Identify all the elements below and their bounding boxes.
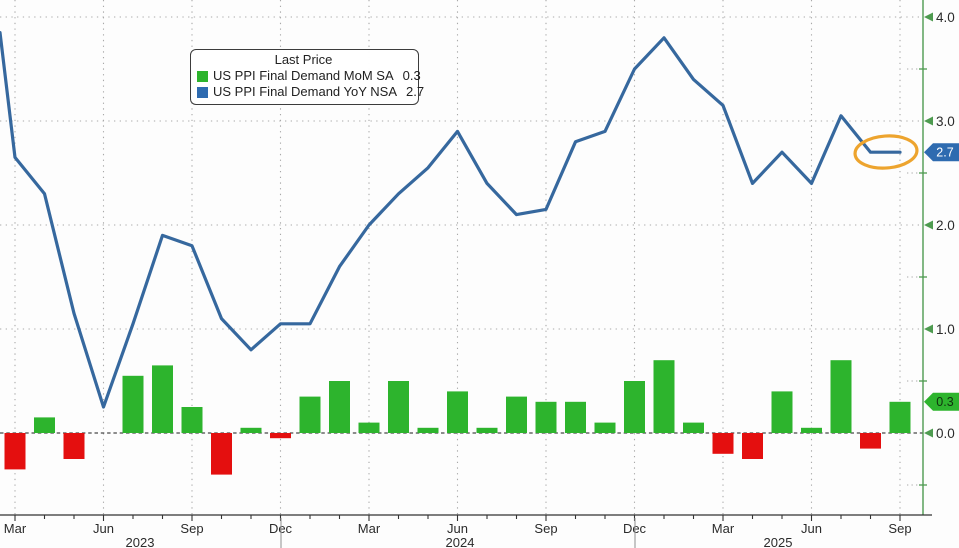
mom-bar-positive (771, 391, 793, 433)
x-axis-month-label: Sep (180, 521, 203, 536)
y-axis-label: 4.0 (936, 10, 955, 25)
last-price-tag (924, 392, 959, 411)
last-price-tag-value: 0.3 (936, 395, 953, 409)
y-axis-arrow-icon (924, 12, 933, 22)
mom-bar-positive (34, 417, 55, 433)
legend-value-yoy: 2.7 (406, 84, 425, 99)
last-price-tag (924, 143, 959, 162)
mom-bar-positive (624, 381, 645, 433)
yoy-line (0, 30, 902, 409)
legend-label-mom: US PPI Final Demand MoM SA (213, 68, 394, 83)
legend-label-yoy: US PPI Final Demand YoY NSA (213, 84, 398, 99)
y-axis-arrow-icon (924, 428, 933, 438)
y-axis-label: 0.0 (936, 426, 955, 441)
x-axis-month-label: Jun (93, 521, 114, 536)
x-axis-month-label: Sep (534, 521, 557, 536)
mom-bar-positive (417, 427, 439, 433)
highlight-ellipse-annotation (853, 134, 919, 170)
legend-value-mom: 0.3 (402, 68, 421, 83)
y-axis-label: 3.0 (936, 114, 955, 129)
x-axis-month-label: Jun (447, 521, 468, 536)
x-axis-year-label: 2025 (764, 535, 793, 548)
mom-bar-negative (742, 433, 763, 459)
x-axis-month-label: Mar (4, 521, 27, 536)
mom-bar-positive (889, 401, 911, 433)
legend-item-mom: US PPI Final Demand MoM SA 0.3 (197, 68, 421, 84)
mom-bar-negative (860, 433, 881, 449)
mom-bar-positive (388, 381, 409, 433)
mom-bar-positive (506, 396, 527, 433)
x-axis-year-label: 2024 (446, 535, 475, 548)
legend-title: Last Price (274, 52, 333, 67)
x-axis-month-label: Jun (801, 521, 822, 536)
mom-bar-positive (299, 396, 321, 433)
mom-bar-positive (476, 427, 498, 433)
legend-swatch-mom-icon (197, 70, 208, 82)
mom-bar-positive (801, 427, 822, 433)
mom-bar-positive (181, 407, 203, 433)
mom-bar-negative (4, 433, 26, 470)
legend-swatch-yoy-icon (197, 86, 208, 98)
mom-bar-positive (565, 401, 586, 433)
y-axis-arrow-icon (924, 220, 933, 230)
y-axis-arrow-icon (924, 324, 933, 334)
mom-bar-positive (830, 360, 852, 433)
mom-bar-negative (211, 433, 232, 475)
mom-bar-positive (122, 375, 144, 433)
mom-bar-positive (447, 391, 468, 433)
legend-item-yoy: US PPI Final Demand YoY NSA 2.7 (197, 84, 424, 100)
mom-bar-positive (152, 365, 173, 433)
x-axis-month-label: Mar (358, 521, 381, 536)
mom-bar-negative (712, 433, 734, 454)
last-price-tag-value: 2.7 (936, 146, 953, 160)
mom-bar-positive (358, 422, 380, 433)
y-axis-arrow-icon (924, 116, 933, 126)
mom-bar-negative (270, 433, 291, 439)
mom-bar-positive (535, 401, 557, 433)
mom-bar-positive (594, 422, 616, 433)
legend-box: Last Price US PPI Final Demand MoM SA 0.… (190, 49, 424, 105)
mom-bar-positive (683, 422, 704, 433)
y-axis-label: 2.0 (936, 218, 955, 233)
mom-bar-positive (329, 381, 350, 433)
x-axis-month-label: Sep (888, 521, 911, 536)
y-axis-label: 1.0 (936, 322, 955, 337)
mom-bar-negative (63, 433, 85, 459)
x-axis-month-label: Mar (712, 521, 735, 536)
mom-bar-positive (653, 360, 675, 433)
x-axis-year-label: 2023 (126, 535, 155, 548)
mom-bar-positive (240, 427, 262, 433)
